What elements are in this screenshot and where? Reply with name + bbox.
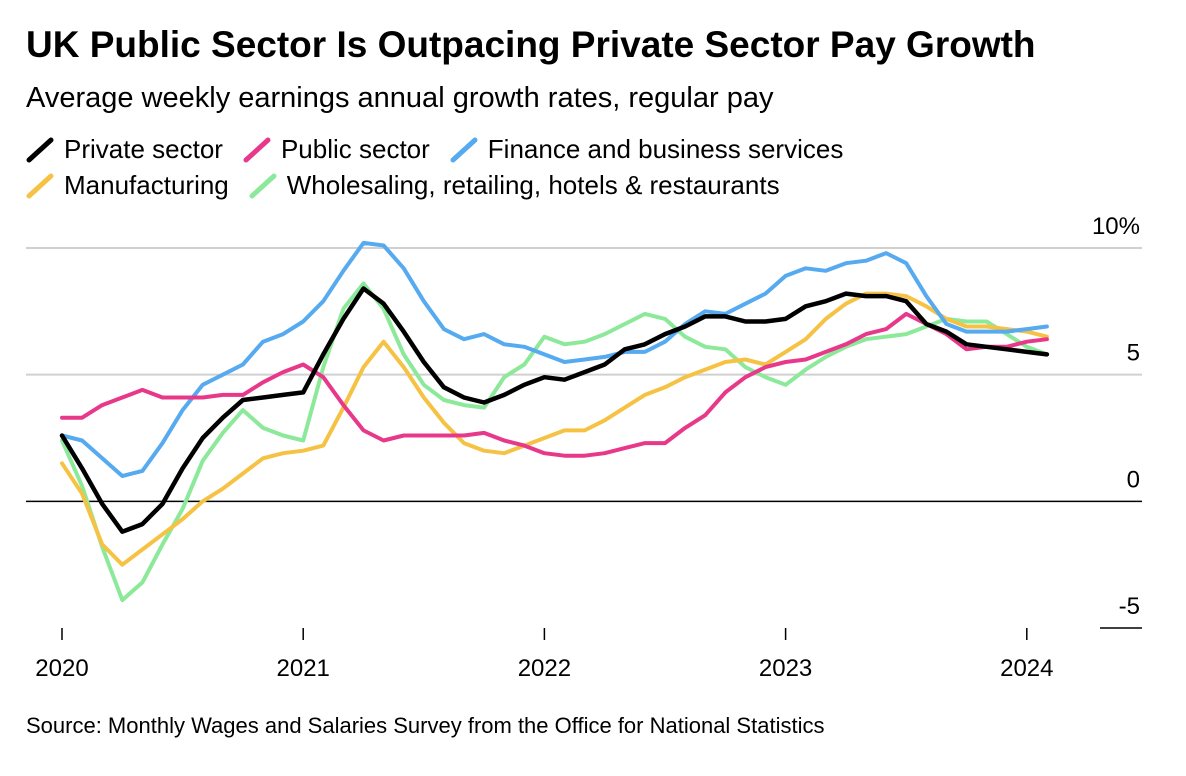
- legend-row-1: Private sector Public sector Finance and…: [26, 134, 863, 165]
- legend-label-manufacturing: Manufacturing: [64, 170, 229, 200]
- axis-layer: 10% 5 0 -5 2020 2021 2022 2023 2024: [35, 213, 1140, 682]
- legend-item-manufacturing: Manufacturing: [26, 170, 229, 201]
- x-tick-label: 2024: [1000, 655, 1053, 682]
- legend-item-public-sector: Public sector: [243, 134, 430, 165]
- source-note: Source: Monthly Wages and Salaries Surve…: [26, 713, 825, 738]
- legend-label-finance: Finance and business services: [487, 134, 844, 164]
- legend-swatch-public-sector: [243, 137, 271, 162]
- x-tick-label: 2021: [277, 655, 330, 682]
- series-line-manufacturing: [60, 291, 1049, 567]
- legend-item-private-sector: Private sector: [26, 134, 223, 165]
- series-line-wholesaling-retailing-hotels-restaurants: [60, 281, 1049, 603]
- series-line-public-sector: [60, 311, 1049, 458]
- y-tick-label: 5: [1127, 340, 1140, 367]
- legend-swatch-wholesaling: [249, 173, 277, 198]
- chart-title: UK Public Sector Is Outpacing Private Se…: [26, 24, 1036, 65]
- x-tick-label: 2023: [759, 655, 812, 682]
- series-layer: [59, 240, 1050, 603]
- x-tick-label: 2020: [35, 655, 88, 682]
- legend-label-public-sector: Public sector: [280, 134, 430, 164]
- y-tick-label: 0: [1127, 466, 1140, 493]
- legend-item-wholesaling: Wholesaling, retailing, hotels & restaur…: [249, 170, 780, 201]
- y-tick-label: 10%: [1092, 213, 1140, 240]
- legend-swatch-private-sector: [26, 137, 54, 162]
- chart-subtitle: Average weekly earnings annual growth ra…: [26, 82, 774, 114]
- series-line-finance-and-business-services: [60, 240, 1049, 478]
- x-tick-label: 2022: [518, 655, 571, 682]
- legend-label-private-sector: Private sector: [64, 134, 223, 164]
- legend-swatch-finance: [450, 137, 478, 162]
- legend-label-wholesaling: Wholesaling, retailing, hotels & restaur…: [286, 170, 780, 200]
- legend-swatch-manufacturing: [26, 173, 54, 198]
- y-tick-label: -5: [1119, 593, 1140, 620]
- legend-row-2: Manufacturing Wholesaling, retailing, ho…: [26, 170, 800, 201]
- grid-layer: [26, 247, 1142, 629]
- legend-item-finance: Finance and business services: [450, 134, 844, 165]
- series-line-private-sector: [59, 286, 1050, 534]
